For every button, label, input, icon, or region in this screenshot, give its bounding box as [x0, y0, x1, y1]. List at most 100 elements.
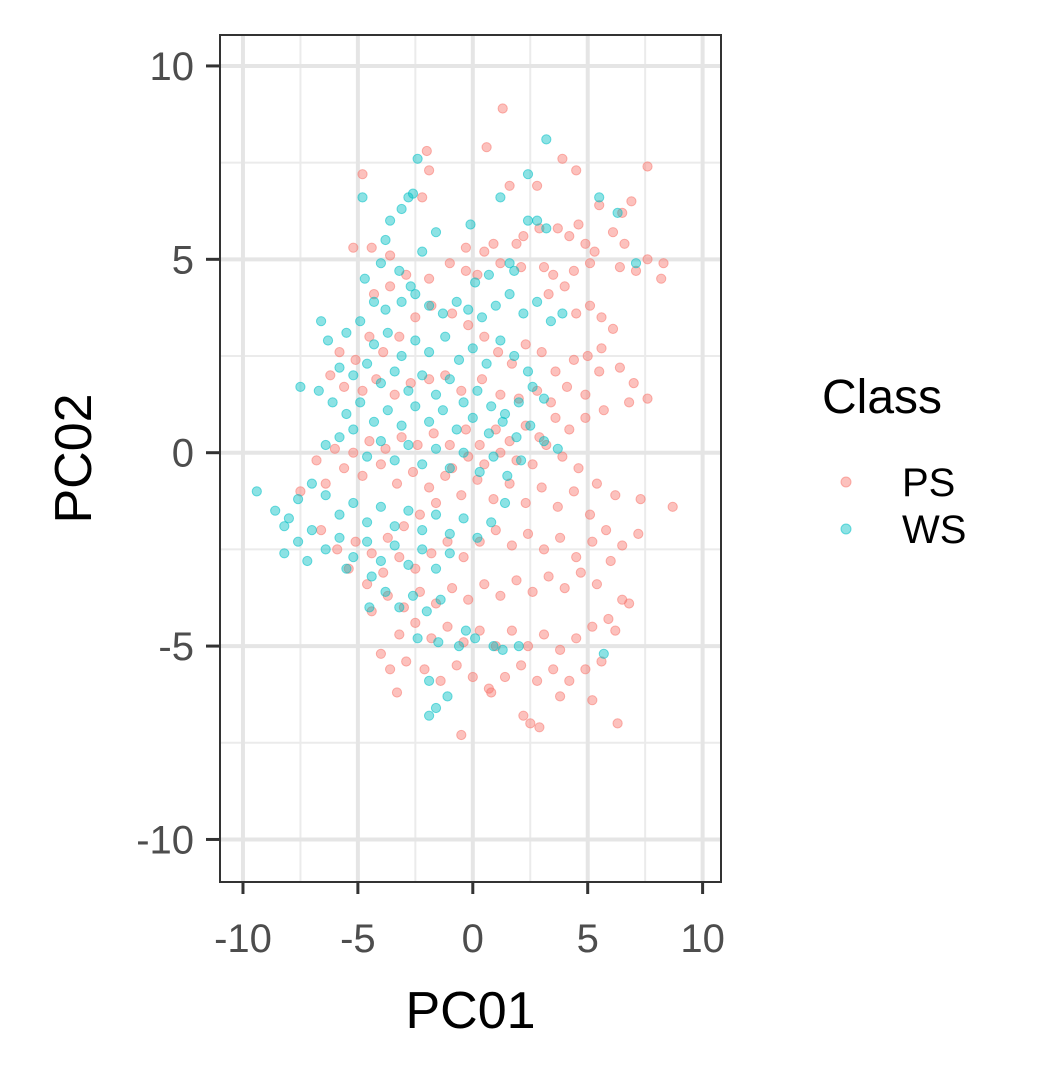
- data-point-ws: [306, 525, 317, 536]
- data-point-ps: [543, 289, 554, 300]
- data-point-ps: [557, 153, 568, 164]
- data-point-ps: [516, 660, 527, 671]
- x-axis: -10 -5 0 5 10: [214, 882, 725, 961]
- data-point-ps: [575, 567, 586, 578]
- data-point-ps: [522, 528, 534, 540]
- data-point-ws: [389, 366, 400, 377]
- data-point-ps: [538, 544, 550, 555]
- data-point-ps: [444, 258, 455, 269]
- data-point-ws: [488, 451, 499, 462]
- data-point-ps: [555, 532, 566, 543]
- data-point-ps: [357, 169, 368, 180]
- data-point-ws: [442, 691, 453, 702]
- data-point-ws: [362, 358, 373, 369]
- panel-frame: [219, 34, 722, 883]
- data-point-ws: [410, 335, 421, 346]
- data-point-ps: [417, 192, 428, 203]
- data-point-ws: [410, 289, 421, 300]
- data-point-ps: [460, 265, 471, 276]
- data-point-ps: [382, 532, 393, 543]
- data-point-ps: [421, 145, 432, 157]
- data-point-ws: [295, 381, 306, 392]
- data-point-ws: [472, 385, 483, 396]
- data-point-ws: [481, 358, 492, 369]
- data-point-ps: [442, 621, 453, 632]
- data-point-ws: [541, 223, 552, 234]
- data-point-ps: [424, 273, 435, 284]
- data-point-ps: [463, 320, 474, 331]
- data-point-ps: [375, 648, 386, 659]
- data-point-ws: [375, 501, 386, 512]
- data-point-ws: [424, 347, 435, 358]
- data-point-ps: [460, 424, 471, 435]
- data-point-ps: [656, 273, 667, 284]
- data-point-ps: [594, 200, 605, 211]
- data-point-ws: [270, 505, 281, 516]
- data-point-ps: [348, 447, 359, 458]
- data-point-ps: [385, 250, 396, 261]
- data-point-ws: [495, 192, 506, 203]
- data-point-ps: [568, 354, 580, 365]
- y-tick-label: 5: [172, 238, 194, 282]
- data-point-ps: [410, 312, 421, 323]
- data-point-ws: [348, 497, 359, 509]
- data-point-ws: [380, 586, 391, 598]
- data-point-ps: [591, 579, 603, 590]
- data-point-ws: [322, 335, 334, 346]
- data-point-ws: [511, 432, 522, 443]
- data-point-ps: [490, 525, 501, 536]
- data-point-ws: [470, 633, 481, 644]
- data-point-ps: [601, 525, 612, 536]
- data-point-ws: [385, 215, 396, 226]
- data-point-ps: [624, 397, 635, 408]
- data-point-ws: [320, 544, 331, 555]
- data-point-ps: [424, 482, 435, 493]
- data-point-ps: [339, 381, 350, 392]
- data-point-ps: [380, 443, 391, 454]
- data-point-ps: [596, 343, 607, 354]
- data-point-ps: [426, 300, 437, 311]
- data-point-ws: [430, 389, 442, 400]
- data-point-ws: [472, 532, 483, 543]
- data-point-ps: [493, 347, 504, 358]
- data-point-ws: [458, 397, 469, 408]
- data-point-ps: [580, 664, 591, 675]
- data-point-ws: [368, 416, 380, 427]
- data-point-ws: [293, 494, 304, 505]
- data-point-ws: [522, 366, 534, 377]
- data-point-ws: [394, 265, 405, 276]
- data-point-ws: [368, 296, 380, 307]
- data-point-ws: [444, 374, 455, 385]
- data-point-ws: [504, 289, 515, 300]
- data-point-ps: [430, 497, 442, 509]
- data-point-ws: [403, 505, 414, 516]
- data-point-ps: [527, 586, 538, 598]
- data-point-ps: [467, 671, 478, 683]
- data-point-ws: [488, 641, 499, 652]
- data-point-ps: [357, 470, 368, 481]
- data-point-ws: [279, 521, 290, 532]
- data-point-ws: [380, 234, 391, 246]
- data-point-ws: [382, 327, 393, 338]
- data-point-ws: [341, 408, 352, 420]
- data-point-ps: [587, 695, 598, 706]
- data-point-ws: [440, 331, 451, 342]
- data-point-ws: [368, 339, 380, 350]
- data-point-ps: [628, 378, 639, 389]
- data-point-ws: [362, 451, 373, 462]
- data-point-ps: [642, 161, 653, 172]
- data-point-ps: [552, 501, 563, 512]
- data-point-ps: [479, 331, 490, 342]
- data-point-ws: [433, 637, 444, 648]
- data-point-ps: [538, 262, 550, 273]
- data-point-ps: [642, 393, 653, 404]
- data-point-ws: [430, 443, 442, 454]
- data-point-ws: [341, 563, 352, 574]
- data-point-ps: [407, 466, 419, 478]
- data-point-ps: [495, 389, 506, 400]
- data-point-ps: [320, 478, 331, 489]
- data-point-ws: [302, 555, 313, 567]
- data-point-ws: [513, 397, 524, 408]
- data-point-ps: [518, 710, 529, 721]
- data-point-ps: [612, 718, 623, 729]
